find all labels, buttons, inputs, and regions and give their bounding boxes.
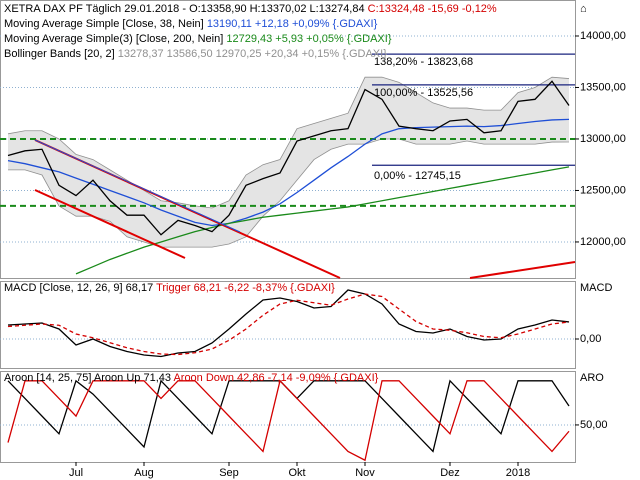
- legend-bg: [1, 1, 341, 61]
- fib-label: 100,00% - 13525,56: [374, 87, 473, 99]
- legend-text: Bollinger Bands [20, 2]: [4, 48, 115, 60]
- series-line: [7, 293, 570, 356]
- y-tick-label: 13000,00: [580, 133, 626, 145]
- legend-text: Moving Average Simple [Close, 38, Nein]: [4, 18, 204, 30]
- legend-text: 42,86 -7,14 -9,09% {.GDAXI}: [237, 372, 379, 384]
- x-tick-label: Nov: [355, 467, 375, 479]
- series-line: [7, 289, 570, 358]
- price-line: [7, 80, 570, 236]
- band-upper: [7, 76, 570, 209]
- plots: 12000,00 12500,00 13000,00 13500,00 14000,00…: [0, 1, 626, 479]
- trend-line: [469, 261, 576, 279]
- aroon-panel: [0, 371, 576, 463]
- y-tick-label: 0,00: [580, 333, 601, 345]
- y-tick-label: 50,00: [580, 419, 608, 431]
- legend-text: Aroon Up: [94, 372, 140, 384]
- legend-entry: Moving Average Simple [Close, 38, Nein] …: [4, 18, 378, 30]
- legend-text: 13278,37 13586,50 12970,25 +20,34 +0,15%…: [118, 48, 387, 60]
- legend-text: MACD [Close, 12, 26, 9]: [4, 282, 123, 294]
- legend-text: Aroon Down: [173, 372, 234, 384]
- y-tick-label: 12000,00: [580, 236, 626, 248]
- y-tick-label: 12500,00: [580, 184, 626, 196]
- legend-text: XETRA DAX PF Täglich: [4, 3, 121, 15]
- x-tick-label: Aug: [134, 467, 154, 479]
- x-tick-label: Jul: [69, 467, 83, 479]
- band-lower: [8, 138, 570, 248]
- y-tick-label: 13500,00: [580, 81, 626, 93]
- trend-channel: [34, 189, 186, 259]
- legend-text: 12729,43 +5,93 +0,05% {.GDAXI}: [226, 33, 391, 45]
- x-tick-label: Okt: [288, 467, 305, 479]
- legend-entry: Bollinger Bands [20, 2] 13278,37 13586,5…: [4, 48, 387, 60]
- legend-text: 68,17: [126, 282, 154, 294]
- legend-text: 68,21 -6,22 -8,37% {.GDAXI}: [194, 282, 336, 294]
- x-tick-label: Sep: [219, 467, 239, 479]
- y-tick-label: 14000,00: [580, 30, 626, 42]
- legend-text: Moving Average Simple(3) [Close, 200, Ne…: [4, 33, 223, 45]
- legend-text: Aroon [14, 25, 75]: [4, 372, 91, 384]
- trend-line: [34, 139, 241, 233]
- legend-text: 71,43: [143, 372, 171, 384]
- axis-label: ARO: [580, 372, 604, 384]
- legend-text: 29.01.2018 - O:13358,90 H:13370,02 L:132…: [124, 3, 364, 15]
- legend-entry: Moving Average Simple(3) [Close, 200, Ne…: [4, 33, 392, 45]
- macd-panel: [0, 281, 576, 369]
- legend-entry: Aroon [14, 25, 75] Aroon Up 71,43 Aroon …: [4, 372, 379, 384]
- legend-text: 13190,11 +12,18 +0,09% {.GDAXI}: [207, 18, 378, 30]
- x-tick-label: 2018: [506, 467, 530, 479]
- series-line: [75, 166, 570, 275]
- x-tick-label: Dez: [440, 467, 460, 479]
- legend-entry: MACD [Close, 12, 26, 9] 68,17 Trigger 68…: [4, 282, 335, 294]
- series-line: [7, 379, 570, 462]
- fib-label: 0,00% - 12745,15: [374, 170, 461, 182]
- legend-text: Trigger: [156, 282, 191, 294]
- axis-label: MACD: [580, 282, 612, 294]
- legend-text: C:13324,48 -15,69 -0,12%: [368, 3, 497, 15]
- legend-entry: XETRA DAX PF Täglich 29.01.2018 - O:1335…: [4, 3, 497, 15]
- home-icon[interactable]: ⌂: [580, 3, 587, 15]
- fib-label: 138,20% - 13823,68: [374, 56, 473, 68]
